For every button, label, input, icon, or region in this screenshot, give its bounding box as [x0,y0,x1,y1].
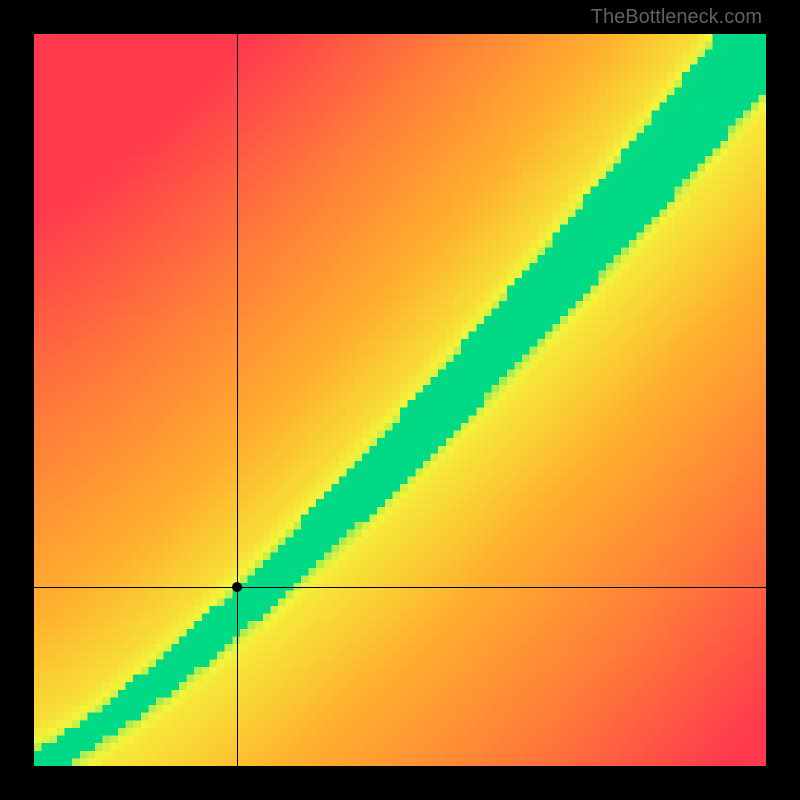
crosshair-horizontal [34,587,766,588]
bottleneck-heatmap [34,34,766,766]
crosshair-vertical [237,34,238,766]
crosshair-marker [232,582,242,592]
watermark-text: TheBottleneck.com [591,6,762,29]
